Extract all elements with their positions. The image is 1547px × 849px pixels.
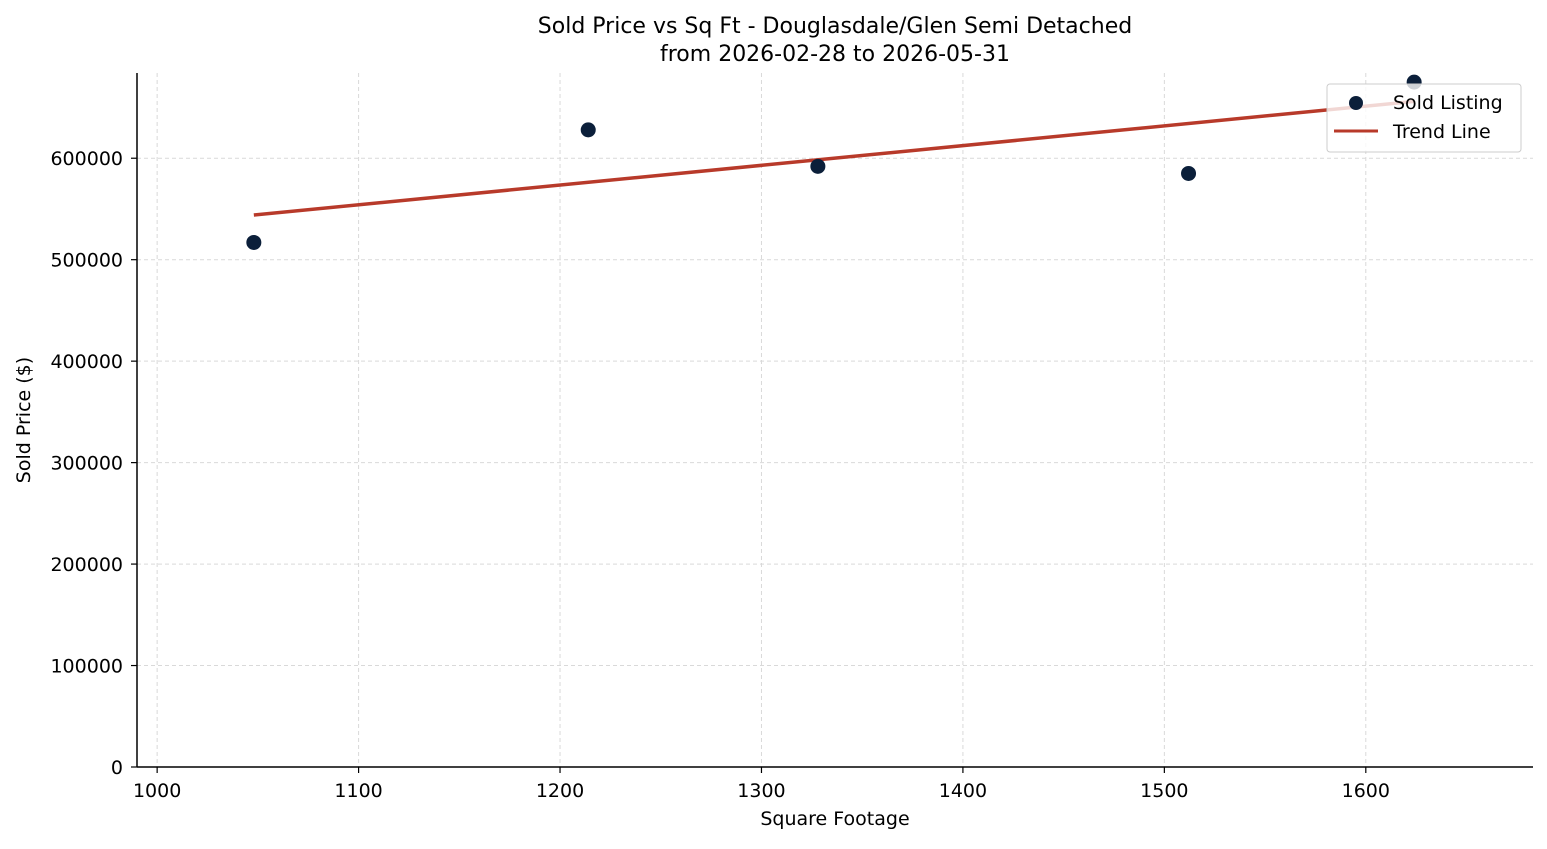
- y-axis-label: Sold Price ($): [13, 357, 35, 483]
- scatter-point: [1181, 165, 1197, 181]
- y-tick-label: 0: [111, 757, 123, 779]
- y-tick-label: 100000: [50, 656, 123, 678]
- y-tick-label: 200000: [50, 554, 123, 576]
- scatter-point: [246, 234, 262, 250]
- x-tick-label: 1300: [737, 780, 785, 802]
- legend: Sold Listing Trend Line: [1326, 83, 1522, 153]
- chart-subtitle: from 2026-02-28 to 2026-05-31: [660, 42, 1010, 67]
- x-tick-label: 1600: [1342, 780, 1390, 802]
- legend-label-trend-line: Trend Line: [1392, 121, 1491, 143]
- trend-line: [253, 99, 1415, 217]
- y-tick-label: 400000: [50, 351, 123, 373]
- x-tick-label: 1200: [536, 780, 584, 802]
- y-tick-label: 600000: [50, 148, 123, 170]
- x-tick-label: 1500: [1140, 780, 1188, 802]
- grid-layer: [137, 73, 1533, 767]
- axes-layer: [136, 73, 1533, 768]
- legend-marker-sold-listing: [1349, 96, 1363, 110]
- x-tick-label: 1400: [939, 780, 987, 802]
- y-tick-label: 500000: [50, 250, 123, 272]
- scatter-point: [580, 122, 596, 138]
- x-tick-label: 1100: [334, 780, 382, 802]
- series-layer: [246, 74, 1422, 250]
- scatter-point: [810, 158, 826, 174]
- legend-box: [1326, 83, 1522, 153]
- legend-label-sold-listing: Sold Listing: [1393, 92, 1503, 114]
- y-tick-label: 300000: [50, 453, 123, 475]
- chart-title: Sold Price vs Sq Ft - Douglasdale/Glen S…: [538, 14, 1132, 39]
- ticks-layer: 1000 1100 1200 1300 1400 1500 1600 0 100000 20000…: [50, 148, 1390, 802]
- x-axis-label: Square Footage: [760, 808, 909, 830]
- x-tick-label: 1000: [133, 780, 181, 802]
